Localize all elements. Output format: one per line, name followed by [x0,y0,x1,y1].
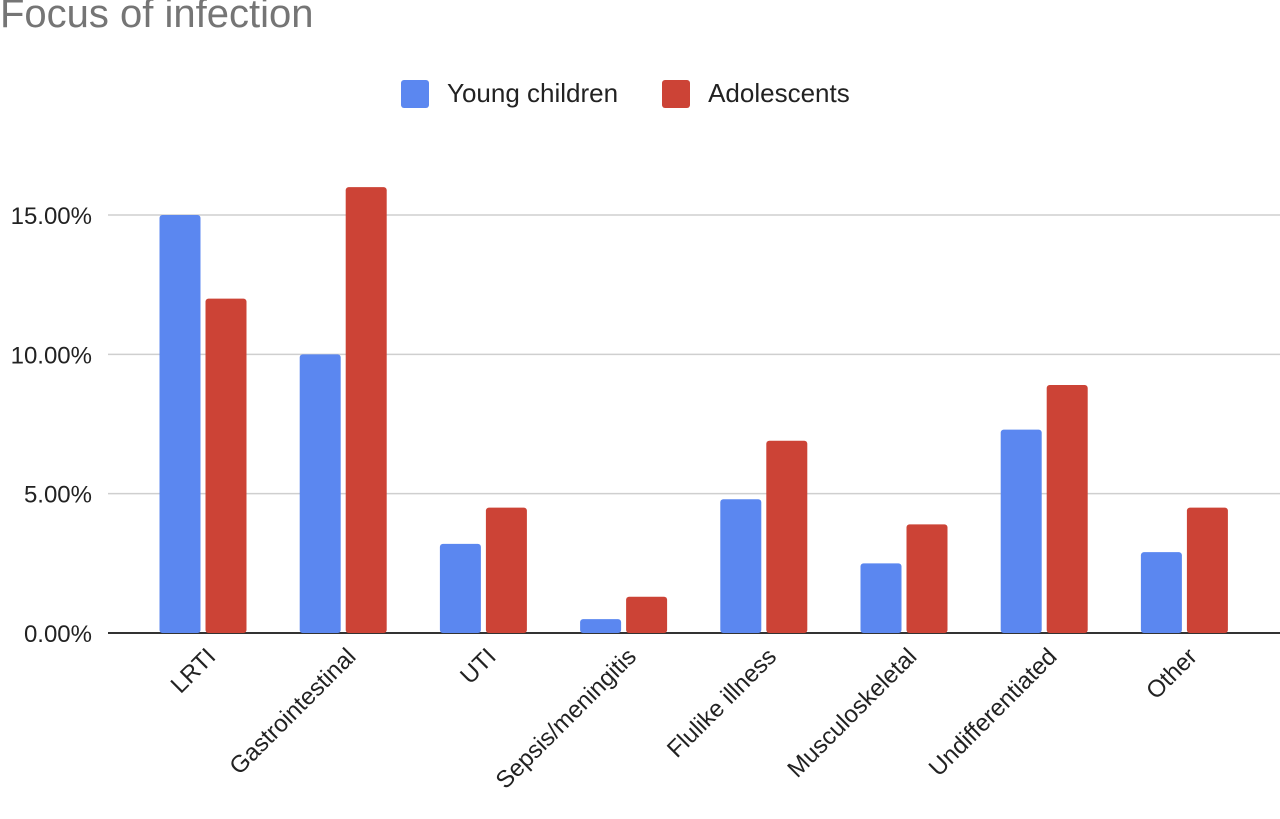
legend-swatch-adolescents [662,79,691,108]
x-category-label-lrti: LRTI [166,643,222,699]
y-axis-tick-labels: 0.00% 5.00% 10.00% 15.00% [11,203,92,648]
x-category-label-gastrointestinal: Gastrointestinal [224,643,361,780]
bar-young-children-musculoskeletal [860,563,902,633]
x-category-label-uti: UTI [455,643,501,689]
bar-young-children-other [1140,552,1182,633]
bar-young-children-sepsis-meningitis [580,619,622,633]
x-category-label-flulike-illness: Flulike illness [662,643,782,763]
bar-adolescents-musculoskeletal [906,524,948,633]
bar-young-children-flulike-illness [720,499,762,633]
x-category-label-musculoskeletal: Musculoskeletal [782,643,922,783]
bar-adolescents-gastrointestinal [345,187,387,633]
legend-label-adolescents: Adolescents [708,78,850,108]
bar-adolescents-uti [485,507,527,633]
x-category-label-sepsis-meningitis: Sepsis/meningitis [491,643,642,794]
bar-adolescents-undifferentiated [1046,384,1088,633]
y-tick-label: 0.00% [24,621,92,648]
x-axis-category-labels: LRTI Gastrointestinal UTISepsis/meningitis… [166,643,1203,794]
legend-item-young-children: Young children [401,78,618,109]
x-category-label-other: Other [1141,643,1203,705]
bar-young-children-undifferentiated [1000,429,1042,633]
chart-title: Focus of infection [0,0,314,36]
bar-adolescents-sepsis-meningitis [626,596,668,633]
bar-adolescents-lrti [205,298,247,633]
bar-young-children-lrti [159,215,201,633]
bar-young-children-uti [439,543,481,633]
y-tick-label: 10.00% [11,342,92,369]
bar-young-children-gastrointestinal [299,354,341,633]
bar-adolescents-other [1186,507,1228,633]
bars [159,187,1228,633]
legend-item-adolescents: Adolescents [662,78,850,109]
gridlines [108,214,1280,634]
legend: Young children Adolescents [401,78,894,109]
legend-label-young-children: Young children [447,78,619,108]
y-tick-label: 15.00% [11,203,92,230]
bar-adolescents-flulike-illness [766,440,808,633]
y-tick-label: 5.00% [24,482,92,509]
x-category-label-undifferentiated: Undifferentiated [924,643,1063,782]
legend-swatch-young-children [401,79,429,108]
